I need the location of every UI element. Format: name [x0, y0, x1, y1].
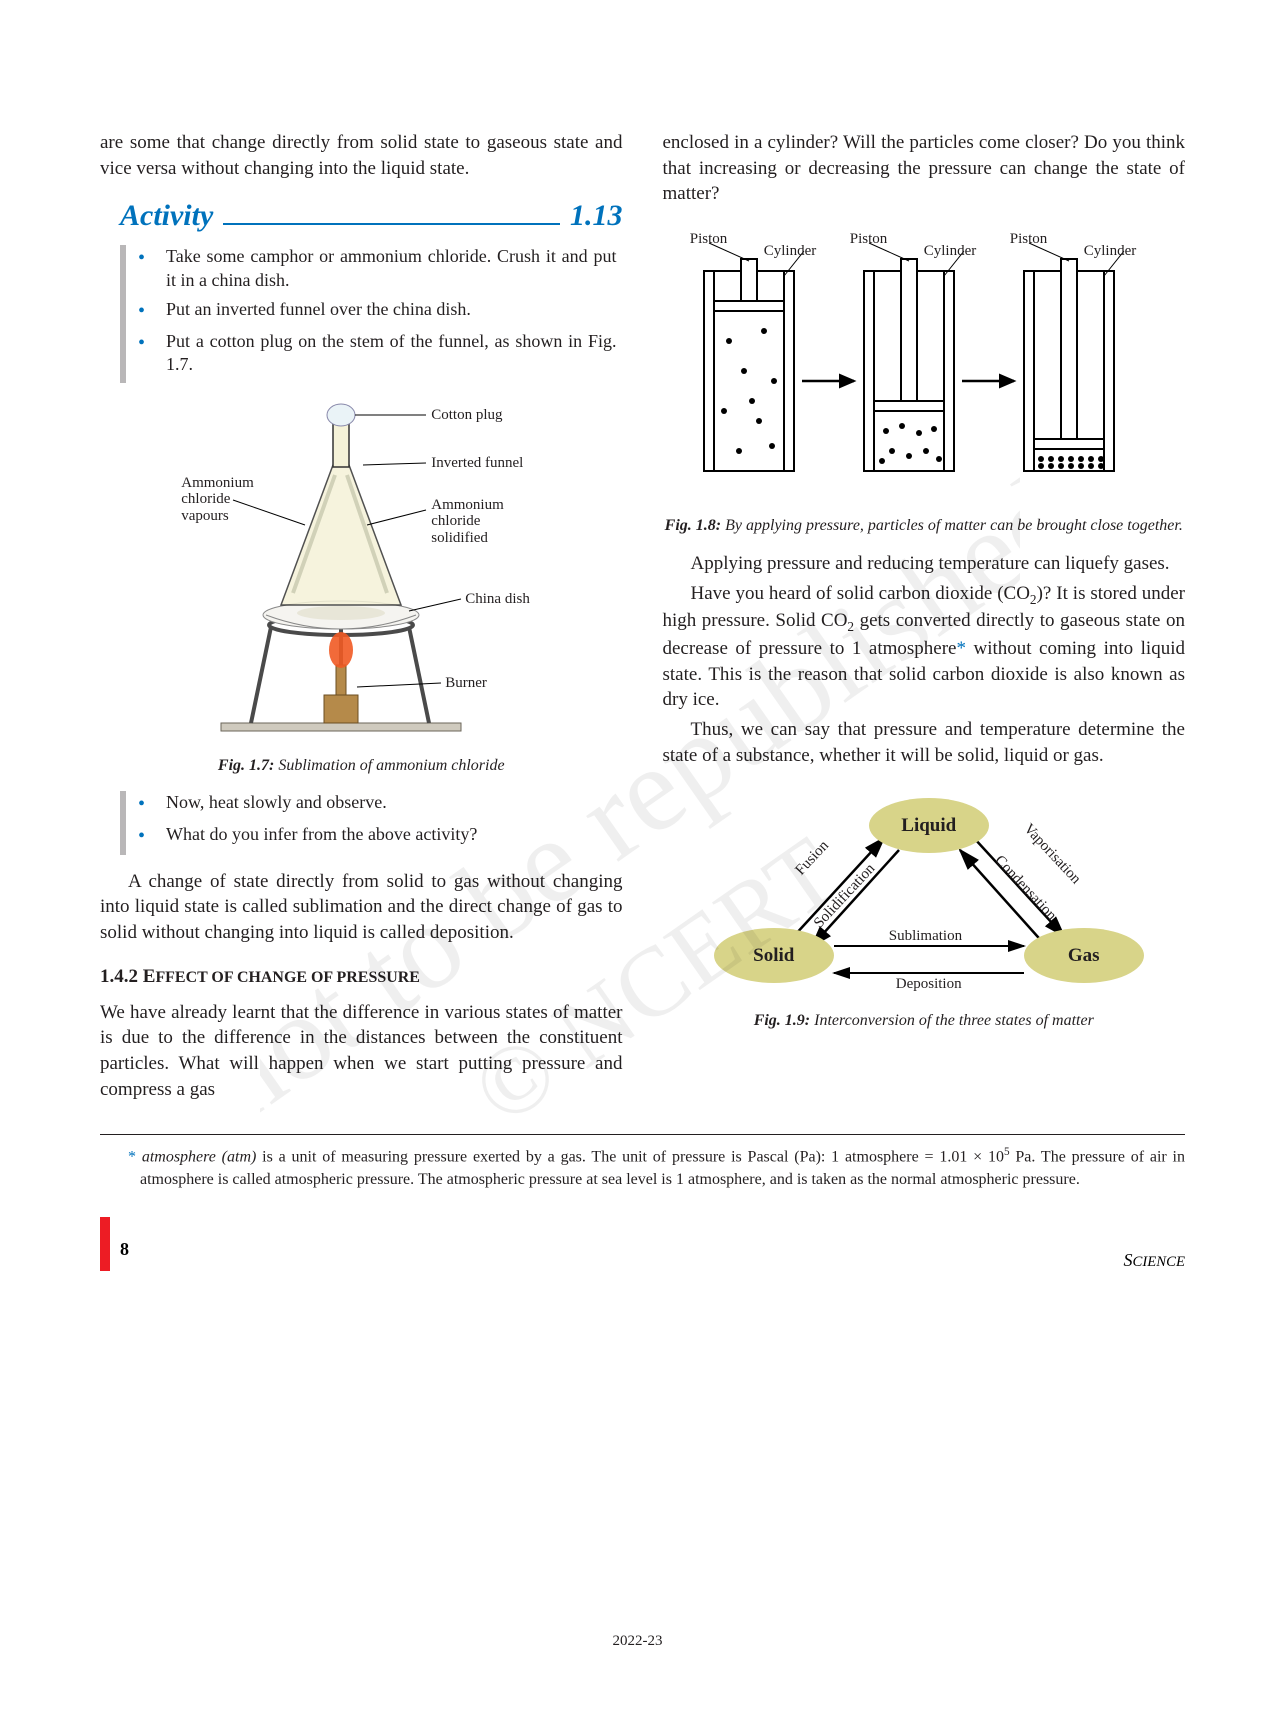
step-text: Now, heat slowly and observe.: [166, 791, 387, 817]
footer: 8 SCIENCE: [100, 1237, 1185, 1271]
figure-1-8: Piston Cylinder Piston Cylinder Piston C…: [684, 231, 1164, 501]
activity-step: • Now, heat slowly and observe.: [138, 791, 617, 817]
fig-1-9-caption: Fig. 1.9: Interconversion of the three s…: [663, 1012, 1186, 1030]
label-vapours: Ammonium chloride vapours: [181, 475, 254, 525]
activity-number: 1.13: [570, 199, 623, 233]
footnote-rule: [100, 1134, 1185, 1135]
step-text: Put an inverted funnel over the china di…: [166, 298, 471, 324]
state-solid: Solid: [714, 928, 834, 983]
label-deposition: Deposition: [896, 976, 962, 993]
label-burner: Burner: [445, 675, 487, 692]
right-intro: enclosed in a cylinder? Will the particl…: [663, 130, 1186, 207]
page-number: 8: [120, 1237, 129, 1271]
state-gas: Gas: [1024, 928, 1144, 983]
grey-bar: [120, 245, 126, 383]
page-accent-bar: [100, 1217, 110, 1271]
label-piston: Piston: [690, 231, 728, 248]
pressure-para: We have already learnt that the differen…: [100, 1000, 623, 1103]
label-cylinder: Cylinder: [924, 243, 977, 260]
para-conclusion: Thus, we can say that pressure and tempe…: [663, 717, 1186, 768]
step-text: Put a cotton plug on the stem of the fun…: [166, 330, 617, 377]
section-heading: 1.4.2 EFFECT OF CHANGE OF PRESSURE: [100, 966, 623, 988]
activity-label: Activity: [120, 199, 213, 233]
footnote: * atmosphere (atm) is a unit of measurin…: [100, 1145, 1185, 1191]
step-text: Take some camphor or ammonium chloride. …: [166, 245, 617, 292]
activity-step: • Put a cotton plug on the stem of the f…: [138, 330, 617, 377]
figure-1-9: Liquid Solid Gas Fusion Solidification V…: [684, 788, 1164, 1008]
subject-label: SCIENCE: [1124, 1250, 1185, 1271]
label-piston: Piston: [850, 231, 888, 248]
label-cylinder: Cylinder: [1084, 243, 1137, 260]
para-pressure-liquefy: Applying pressure and reducing temperatu…: [663, 551, 1186, 577]
activity-rule: [223, 223, 560, 225]
bullet-icon: •: [138, 823, 166, 849]
bullet-icon: •: [138, 330, 166, 377]
label-cotton-plug: Cotton plug: [431, 407, 502, 424]
grey-bar: [120, 791, 126, 855]
label-cylinder: Cylinder: [764, 243, 817, 260]
label-solidified: Ammonium chloride solidified: [431, 497, 504, 547]
label-sublimation: Sublimation: [889, 928, 962, 945]
label-piston: Piston: [1010, 231, 1048, 248]
bullet-icon: •: [138, 298, 166, 324]
intro-para: are some that change directly from solid…: [100, 130, 623, 181]
label-inverted-funnel: Inverted funnel: [431, 455, 523, 472]
fig-1-8-caption: Fig. 1.8: By applying pressure, particle…: [663, 517, 1186, 535]
fig-1-7-caption: Fig. 1.7: Sublimation of ammonium chlori…: [100, 757, 623, 775]
activity-block-2: • Now, heat slowly and observe. • What d…: [120, 791, 623, 855]
activity-step: • Take some camphor or ammonium chloride…: [138, 245, 617, 292]
sublimation-para: A change of state directly from solid to…: [100, 869, 623, 946]
step-text: What do you infer from the above activit…: [166, 823, 477, 849]
activity-step: • What do you infer from the above activ…: [138, 823, 617, 849]
bullet-icon: •: [138, 245, 166, 292]
label-china-dish: China dish: [465, 591, 530, 608]
figure-1-7: Cotton plug Inverted funnel Ammonium chl…: [181, 395, 541, 745]
state-liquid: Liquid: [869, 798, 989, 853]
para-dry-ice: Have you heard of solid carbon dioxide (…: [663, 581, 1186, 713]
activity-step: • Put an inverted funnel over the china …: [138, 298, 617, 324]
activity-block-1: • Take some camphor or ammonium chloride…: [120, 245, 623, 383]
bullet-icon: •: [138, 791, 166, 817]
activity-header: Activity 1.13: [120, 199, 623, 233]
year-label: 2022-23: [0, 1633, 1275, 1650]
